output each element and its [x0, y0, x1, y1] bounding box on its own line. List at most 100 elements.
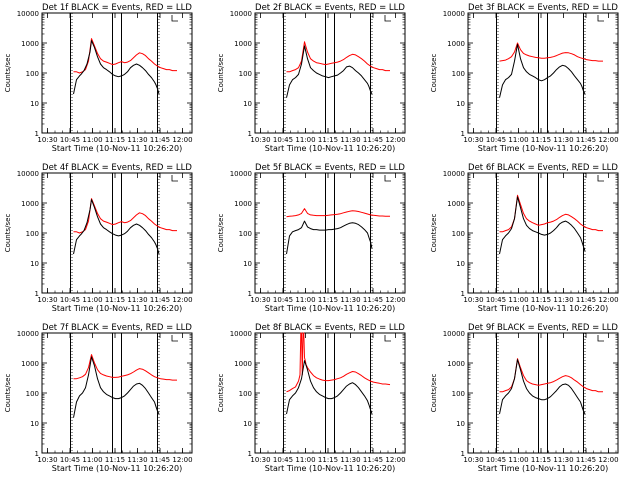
lld-series-line	[286, 41, 390, 73]
x-tick-label: 11:45	[363, 456, 383, 464]
x-tick-label: 10:30	[37, 296, 57, 304]
events-series-line	[73, 356, 160, 418]
x-axis-label: Start Time (10-Nov-11 10:26:20)	[265, 144, 395, 153]
events-series-line	[499, 359, 586, 415]
y-tick-label: 10	[456, 100, 465, 108]
y-tick-label: 1000	[447, 200, 465, 208]
detector-panel-2: Det 2f BLACK = Events, RED = LLD Counts/s…	[217, 3, 406, 153]
x-tick-label: 10:30	[463, 136, 483, 144]
x-tick-label: 11:45	[150, 136, 170, 144]
y-tick-label: 100	[239, 70, 252, 78]
detector-panel-3: Det 3f BLACK = Events, RED = LLD Counts/s…	[430, 3, 619, 153]
x-tick-label: 11:30	[340, 296, 360, 304]
x-axis-label: Start Time (10-Nov-11 10:26:20)	[478, 304, 608, 313]
x-tick-label: 11:15	[105, 456, 125, 464]
x-tick-label: 11:30	[127, 136, 147, 144]
panel-title: Det 6f BLACK = Events, RED = LLD	[468, 163, 618, 173]
y-tick-label: 10	[243, 420, 252, 428]
plot-frame	[467, 172, 619, 294]
x-tick-label: 12:00	[172, 136, 192, 144]
corner-marker	[384, 15, 391, 22]
events-series-line	[73, 199, 160, 255]
x-tick-label: 11:45	[150, 296, 170, 304]
y-tick-label: 10	[456, 420, 465, 428]
x-tick-label: 11:00	[508, 296, 528, 304]
y-axis-label: Counts/sec	[430, 374, 438, 413]
events-series-line	[499, 43, 586, 98]
detector-panel-1: Det 1f BLACK = Events, RED = LLD Counts/s…	[4, 3, 193, 153]
x-tick-label: 11:15	[105, 296, 125, 304]
lld-series-line	[73, 354, 177, 381]
x-tick-label: 10:45	[273, 296, 293, 304]
x-tick-label: 12:00	[385, 136, 405, 144]
lld-series-line	[286, 208, 390, 218]
x-tick-label: 12:00	[385, 456, 405, 464]
events-series-line	[499, 196, 586, 255]
corner-marker	[384, 335, 391, 342]
y-tick-label: 1000	[21, 360, 39, 368]
x-tick-label: 10:45	[60, 136, 80, 144]
corner-marker	[384, 175, 391, 182]
corner-marker	[171, 335, 178, 342]
y-tick-label: 100	[452, 390, 465, 398]
lld-series-line	[499, 42, 603, 62]
plot-frame	[467, 332, 619, 454]
x-tick-label: 10:45	[486, 136, 506, 144]
x-tick-label: 11:00	[508, 136, 528, 144]
y-axis-label: Counts/sec	[4, 54, 12, 93]
x-tick-label: 12:00	[598, 456, 618, 464]
x-tick-label: 10:30	[37, 456, 57, 464]
x-tick-label: 10:30	[250, 456, 270, 464]
x-tick-label: 11:45	[576, 456, 596, 464]
x-tick-label: 10:45	[273, 456, 293, 464]
y-tick-label: 10000	[230, 330, 252, 338]
corner-marker	[171, 175, 178, 182]
x-tick-label: 11:30	[127, 456, 147, 464]
detector-panel-6: Det 6f BLACK = Events, RED = LLD Counts/s…	[430, 163, 619, 313]
x-tick-label: 11:30	[553, 456, 573, 464]
x-axis-label: Start Time (10-Nov-11 10:26:20)	[478, 464, 608, 473]
detector-panel-7: Det 7f BLACK = Events, RED = LLD Counts/s…	[4, 323, 193, 473]
x-tick-label: 10:45	[486, 296, 506, 304]
x-tick-label: 12:00	[598, 296, 618, 304]
y-tick-label: 1	[461, 130, 465, 138]
x-tick-label: 10:30	[463, 296, 483, 304]
x-tick-label: 11:15	[318, 296, 338, 304]
plot-frame	[467, 12, 619, 134]
y-axis-label: Counts/sec	[430, 214, 438, 253]
plot-frame	[254, 172, 406, 294]
y-tick-label: 1	[461, 450, 465, 458]
y-tick-label: 1	[461, 290, 465, 298]
y-axis-label: Counts/sec	[217, 374, 225, 413]
y-tick-label: 10	[456, 260, 465, 268]
plot-frame	[41, 172, 193, 294]
x-tick-label: 11:30	[340, 136, 360, 144]
y-tick-label: 10000	[230, 170, 252, 178]
x-tick-label: 11:00	[508, 456, 528, 464]
x-axis-label: Start Time (10-Nov-11 10:26:20)	[265, 304, 395, 313]
y-tick-label: 10	[243, 260, 252, 268]
lld-series-line	[286, 332, 391, 393]
y-tick-label: 10000	[17, 10, 39, 18]
y-axis-label: Counts/sec	[4, 214, 12, 253]
events-series-line	[286, 220, 373, 255]
corner-marker	[171, 15, 178, 22]
x-tick-label: 11:00	[82, 136, 102, 144]
y-tick-label: 10	[30, 100, 39, 108]
x-tick-label: 11:45	[363, 136, 383, 144]
y-tick-label: 100	[26, 230, 39, 238]
y-tick-label: 100	[239, 230, 252, 238]
x-tick-label: 10:30	[250, 136, 270, 144]
y-axis-label: Counts/sec	[217, 54, 225, 93]
panel-title: Det 4f BLACK = Events, RED = LLD	[42, 163, 192, 173]
y-tick-label: 1	[248, 450, 252, 458]
x-tick-label: 11:00	[295, 136, 315, 144]
y-tick-label: 1	[35, 130, 39, 138]
y-tick-label: 1000	[234, 360, 252, 368]
x-tick-label: 11:45	[576, 296, 596, 304]
panel-title: Det 8f BLACK = Events, RED = LLD	[255, 323, 405, 333]
y-axis-label: Counts/sec	[217, 214, 225, 253]
panel-title: Det 5f BLACK = Events, RED = LLD	[255, 163, 405, 173]
x-tick-label: 11:30	[553, 136, 573, 144]
